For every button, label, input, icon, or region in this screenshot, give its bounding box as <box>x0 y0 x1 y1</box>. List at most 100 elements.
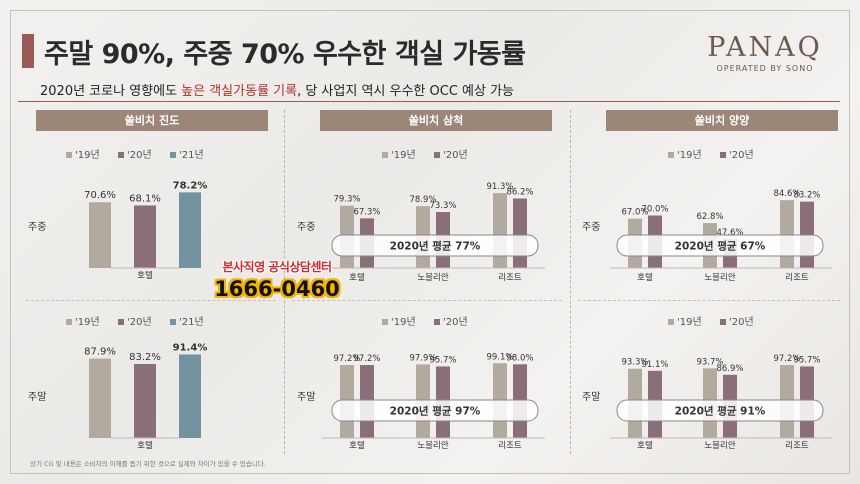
category-label-2-0: 호텔 <box>637 272 653 283</box>
avg-pill-5 <box>616 399 824 422</box>
legend-label-2-1: '20년 <box>729 149 754 161</box>
bar-1-2-1 <box>513 198 527 268</box>
data-label-4-0-1: 97.2% <box>353 354 380 364</box>
category-label-5-1: 노블리안 <box>704 440 735 451</box>
page-frame <box>10 10 850 474</box>
row-divider-samcheok <box>292 300 562 301</box>
page-subtitle: 2020년 코로나 영향에도 높은 객실가동률 기록, 당 사업지 역시 우수한… <box>40 80 514 99</box>
category-label-5-2: 리조트 <box>785 441 809 451</box>
category-label-3-0: 호텔 <box>137 440 153 451</box>
page-title: 주말 90%, 주중 70% 우수한 객실 가동률 <box>44 39 526 70</box>
subtitle-part2: , 당 사업지 역시 우수한 OCC 예상 가능 <box>297 84 515 99</box>
data-label-4-1-1: 95.7% <box>429 355 456 365</box>
row-label-4: 주말 <box>297 391 315 403</box>
legend-swatch-0-1 <box>118 152 124 158</box>
category-label-1-1: 노블리안 <box>417 272 448 283</box>
category-label-2-1: 노블리안 <box>704 272 735 283</box>
data-label-1-1-1: 73.3% <box>429 201 456 211</box>
legend-swatch-3-1 <box>118 319 124 325</box>
legend-swatch-2-0 <box>668 152 674 158</box>
row-label-1: 주중 <box>297 221 315 233</box>
data-label-2-1-1: 47.6% <box>716 228 743 238</box>
data-label-5-2-1: 95.7% <box>793 355 820 365</box>
promo-title: 본사직영 공식상담센터 <box>222 260 332 274</box>
data-label-1-1-0: 78.9% <box>409 195 436 205</box>
data-label-3-0-0: 87.9% <box>84 347 116 358</box>
section-header-samcheok: 쏠비치 삼척 <box>320 110 552 131</box>
legend-swatch-5-1 <box>720 319 726 325</box>
legend-swatch-1-0 <box>382 152 388 158</box>
bar-3-0-1 <box>134 364 156 438</box>
data-label-5-0-1: 91.1% <box>641 360 668 370</box>
row-label-3: 주말 <box>28 391 46 403</box>
logo-operated-by: OPERATED BY SONO <box>716 64 814 73</box>
legend-swatch-3-0 <box>66 319 72 325</box>
section-header-yangyang: 쏠비치 양양 <box>606 110 838 131</box>
data-label-1-0-1: 67.3% <box>353 207 380 217</box>
category-label-4-2: 리조트 <box>498 441 522 451</box>
data-label-5-1-1: 86.9% <box>716 364 743 374</box>
legend-label-3-0: '19년 <box>75 316 100 328</box>
row-label-2: 주중 <box>582 221 600 233</box>
bar-2-2-0 <box>780 200 794 268</box>
data-label-5-0-0: 93.3% <box>621 358 648 368</box>
data-label-3-0-1: 83.2% <box>129 352 161 363</box>
panel-divider-1 <box>284 110 285 454</box>
row-divider-jindo <box>26 300 276 301</box>
legend-label-2-0: '19년 <box>677 149 702 161</box>
header-divider <box>18 101 840 102</box>
category-label-5-0: 호텔 <box>637 440 653 451</box>
promo-banner: 본사직영 공식상담센터 1666-0460 <box>192 258 362 301</box>
legend-swatch-4-1 <box>434 319 440 325</box>
promo-phone[interactable]: 1666-0460 <box>214 277 340 301</box>
data-label-0-0-2: 78.2% <box>173 180 208 191</box>
data-label-4-2-0: 99.1% <box>486 352 513 362</box>
legend-swatch-0-2 <box>170 152 176 158</box>
avg-pill-1 <box>331 234 539 257</box>
data-label-5-1-0: 93.7% <box>696 357 723 367</box>
data-label-4-1-0: 97.9% <box>409 353 436 363</box>
data-label-2-2-0: 84.6% <box>773 189 800 199</box>
legend-swatch-0-0 <box>66 152 72 158</box>
footnote: 상기 CG 및 내용은 소비자의 이해를 돕기 위한 것으로 실제와 차이가 있… <box>30 460 266 468</box>
bar-0-0-2 <box>179 192 201 268</box>
legend-label-5-0: '19년 <box>677 316 702 328</box>
row-label-0: 주중 <box>28 221 46 233</box>
title-accent-bar <box>22 34 34 68</box>
avg-label-5: 2020년 평균 91% <box>675 405 766 418</box>
legend-swatch-2-1 <box>720 152 726 158</box>
panaq-logo: PANAQ OPERATED BY SONO <box>700 32 830 73</box>
data-label-4-2-1: 98.0% <box>506 353 533 363</box>
data-label-0-0-1: 68.1% <box>129 193 161 204</box>
category-label-1-2: 리조트 <box>498 273 522 283</box>
category-label-4-1: 노블리안 <box>417 440 448 451</box>
legend-label-0-2: '21년 <box>179 149 204 161</box>
bar-3-0-2 <box>179 354 201 438</box>
legend-swatch-4-0 <box>382 319 388 325</box>
bar-3-0-0 <box>89 358 111 438</box>
legend-label-3-1: '20년 <box>127 316 152 328</box>
bar-1-2-0 <box>493 193 507 268</box>
legend-swatch-1-1 <box>434 152 440 158</box>
legend-label-1-0: '19년 <box>391 149 416 161</box>
logo-brand: PANAQ <box>707 32 823 63</box>
subtitle-highlight: 높은 객실가동률 기록 <box>181 84 298 99</box>
avg-label-4: 2020년 평균 97% <box>390 405 481 418</box>
legend-label-0-1: '20년 <box>127 149 152 161</box>
row-divider-yangyang <box>578 300 840 301</box>
data-label-5-2-0: 97.2% <box>773 354 800 364</box>
category-label-4-0: 호텔 <box>349 440 365 451</box>
category-label-1-0: 호텔 <box>349 272 365 283</box>
panel-divider-2 <box>570 110 571 454</box>
legend-label-3-2: '21년 <box>179 316 204 328</box>
legend-label-0-0: '19년 <box>75 149 100 161</box>
data-label-4-0-0: 97.2% <box>333 354 360 364</box>
avg-label-1: 2020년 평균 77% <box>390 240 481 253</box>
data-label-2-0-1: 70.0% <box>641 205 668 215</box>
category-label-0-0: 호텔 <box>137 270 153 281</box>
legend-label-4-1: '20년 <box>443 316 468 328</box>
data-label-2-1-0: 62.8% <box>696 212 723 222</box>
data-label-2-2-1: 83.2% <box>793 191 820 201</box>
data-label-1-2-1: 86.2% <box>506 187 533 197</box>
